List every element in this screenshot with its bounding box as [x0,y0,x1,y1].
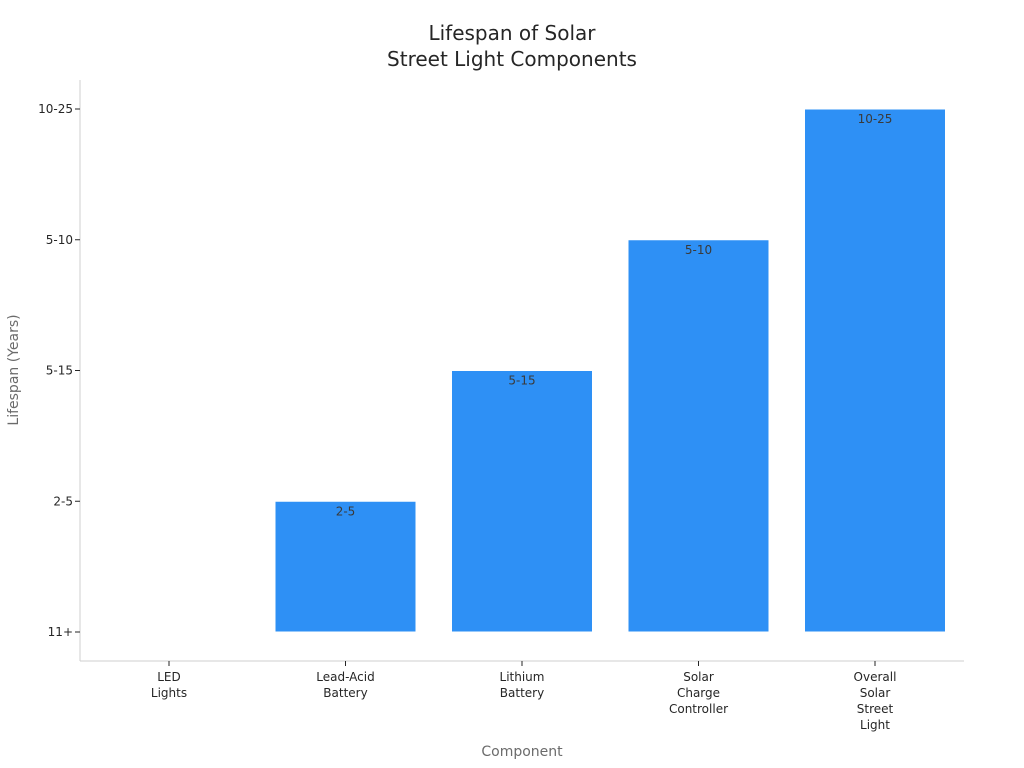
chart-title-line-1: Lifespan of Solar [428,21,596,45]
bar-data-label: 5-10 [685,243,712,257]
x-axis-ticks: LED Lights Lead-Acid Battery Lithium Battery S… [151,661,897,732]
x-tick-label-line: Solar [683,670,714,684]
x-tick-label-line: Battery [500,686,544,700]
x-tick-label-line: Light [860,718,890,732]
bars [274,108,946,633]
x-axis-title: Component [481,744,563,760]
x-tick-label-line: Solar [860,686,891,700]
x-tick-label-line: Lithium [500,670,545,684]
x-tick-label: Overall Solar Street Light [854,670,897,732]
chart-title: Lifespan of Solar Street Light Component… [387,21,637,71]
x-tick-label: LED Lights [151,670,187,700]
y-axis-title: Lifespan (Years) [6,314,22,425]
bar-data-label: 2-5 [336,504,356,518]
bar-data-label: 5-15 [508,374,535,388]
x-tick-label: Solar Charge Controller [669,670,728,716]
x-tick-label: Lithium Battery [500,670,545,700]
bar [451,370,593,633]
y-axis-ticks: 11+ 2-5 5-15 5-10 10-25 [38,102,80,639]
x-tick-label-line: LED [157,670,181,684]
x-tick-label-line: Battery [323,686,367,700]
y-tick-label: 5-15 [46,364,73,378]
x-tick-label-line: Lights [151,686,187,700]
x-tick-label: Lead-Acid Battery [316,670,374,700]
bar [627,239,770,633]
y-tick-label: 2-5 [53,494,73,508]
y-tick-label: 11+ [48,625,73,639]
bar [804,108,946,633]
bar-data-labels: 2-5 5-15 5-10 10-25 [336,112,893,518]
x-tick-label-line: Street [857,702,894,716]
x-tick-label-line: Controller [669,702,728,716]
bar [274,500,417,633]
y-tick-label: 10-25 [38,102,73,116]
chart-title-line-2: Street Light Components [387,47,637,71]
x-tick-label-line: Lead-Acid [316,670,374,684]
x-tick-label-line: Charge [677,686,720,700]
y-tick-label: 5-10 [46,233,73,247]
bar-data-label: 10-25 [858,112,893,126]
x-tick-label-line: Overall [854,670,897,684]
